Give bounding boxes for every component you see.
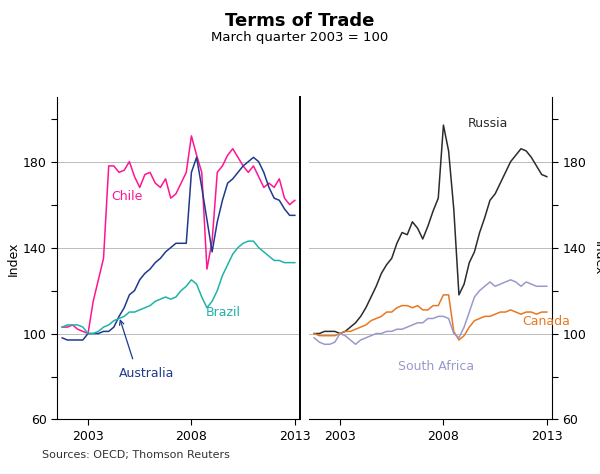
- Text: South Africa: South Africa: [398, 360, 474, 373]
- Text: Chile: Chile: [111, 191, 142, 203]
- Text: March quarter 2003 = 100: March quarter 2003 = 100: [211, 31, 389, 44]
- Text: Sources: OECD; Thomson Reuters: Sources: OECD; Thomson Reuters: [42, 450, 230, 460]
- Text: Brazil: Brazil: [206, 306, 241, 319]
- Text: Terms of Trade: Terms of Trade: [226, 12, 374, 30]
- Y-axis label: Index: Index: [7, 241, 20, 275]
- Text: Australia: Australia: [119, 366, 175, 380]
- Text: Canada: Canada: [522, 315, 570, 328]
- Y-axis label: Index: Index: [592, 241, 600, 275]
- Text: Russia: Russia: [468, 117, 509, 130]
